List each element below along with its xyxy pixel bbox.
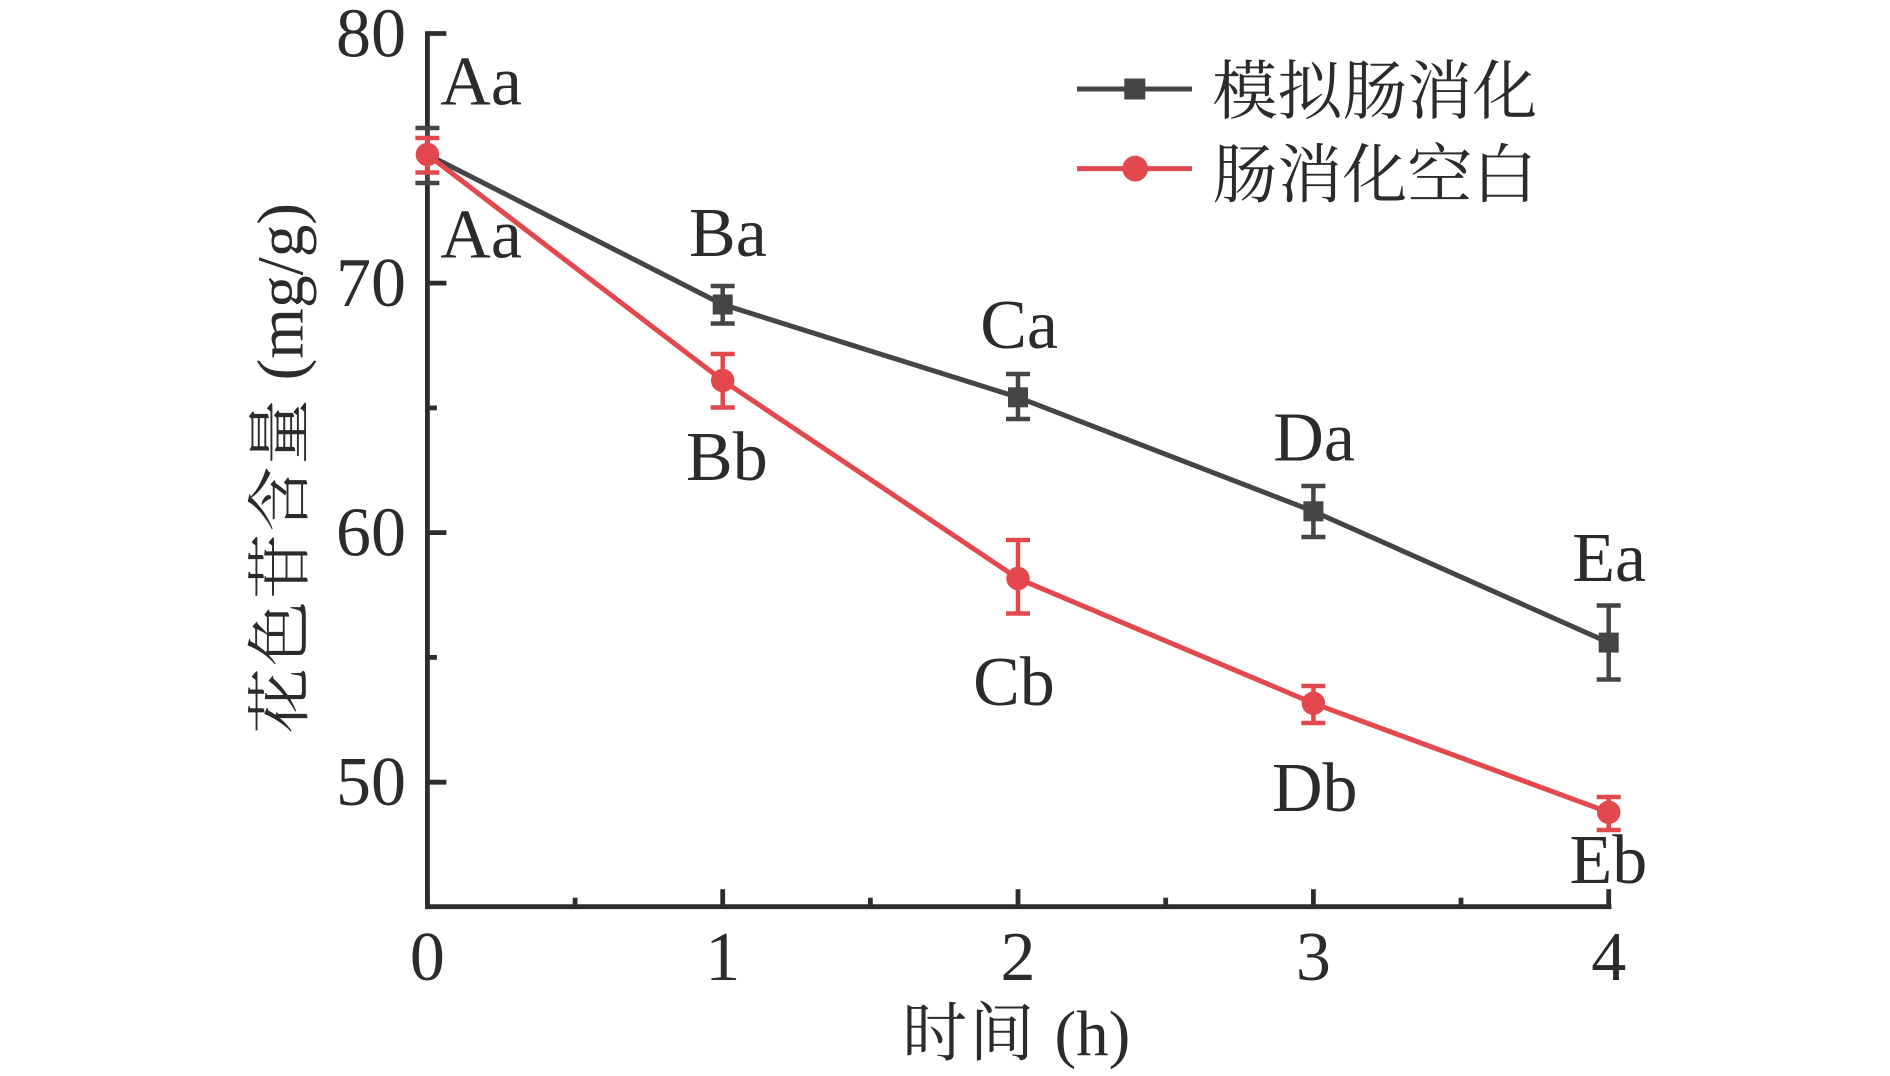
svg-text:(h): (h): [1055, 999, 1131, 1071]
svg-text:0: 0: [410, 919, 445, 996]
svg-text:1: 1: [705, 919, 740, 996]
svg-text:Da: Da: [1273, 400, 1355, 477]
svg-text:2: 2: [1001, 919, 1036, 996]
svg-text:50: 50: [336, 744, 406, 821]
svg-text:Ca: Ca: [980, 287, 1058, 364]
svg-text:Aa: Aa: [440, 196, 522, 273]
svg-text:60: 60: [336, 495, 406, 572]
svg-text:3: 3: [1296, 919, 1331, 996]
svg-text:Ba: Ba: [689, 195, 767, 272]
svg-text:Ea: Ea: [1572, 520, 1646, 597]
svg-text:70: 70: [336, 245, 406, 322]
svg-text:(mg/g): (mg/g): [245, 203, 317, 380]
svg-text:Db: Db: [1272, 750, 1358, 827]
svg-text:4: 4: [1591, 919, 1626, 996]
svg-text:Cb: Cb: [973, 644, 1055, 721]
svg-text:Eb: Eb: [1570, 822, 1648, 899]
svg-text:Aa: Aa: [440, 44, 522, 121]
svg-text:80: 80: [336, 0, 406, 72]
svg-text:Bb: Bb: [686, 419, 768, 496]
